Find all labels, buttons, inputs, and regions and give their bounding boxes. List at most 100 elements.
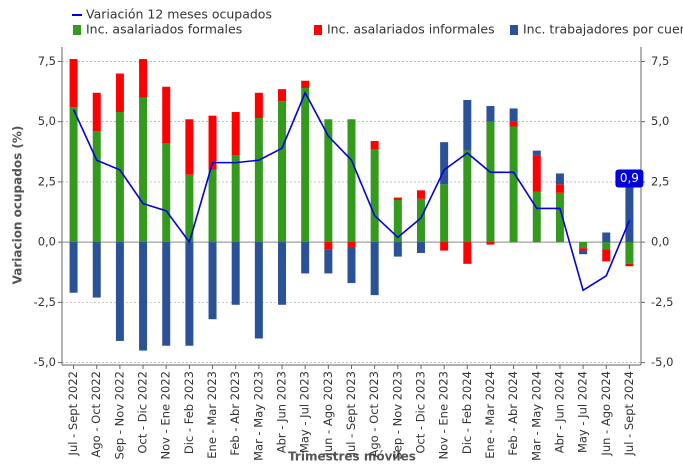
bar — [115, 73, 124, 113]
x-tick-label: Ago - Oct 2023 — [367, 371, 381, 457]
bar — [625, 171, 634, 243]
y-tick-label: 0,0 — [38, 235, 56, 249]
x-tick-label: Sep - Nov 2023 — [390, 371, 404, 460]
bar — [278, 242, 287, 305]
bar — [509, 108, 518, 122]
bar — [162, 86, 171, 144]
y2-tick-label: -2,5 — [651, 295, 673, 309]
bar — [463, 150, 472, 243]
bar — [208, 242, 217, 320]
bar — [602, 232, 611, 243]
bar — [115, 112, 124, 243]
bar — [393, 242, 402, 257]
bar — [370, 140, 379, 150]
bar — [231, 242, 240, 305]
bar — [92, 92, 101, 132]
bar — [625, 263, 634, 267]
bar — [602, 242, 611, 250]
bar — [393, 197, 402, 200]
bar — [463, 100, 472, 151]
x-tick-label: Dic - Feb 2024 — [460, 371, 474, 454]
bar — [301, 87, 310, 243]
x-tick-label: Jul - Sept 2023 — [344, 371, 358, 456]
x-tick-label: Sep - Nov 2022 — [112, 371, 126, 460]
x-tick-label: Jun - Ago 2024 — [599, 371, 613, 457]
bar — [324, 119, 333, 243]
bar — [139, 59, 148, 98]
bar — [555, 192, 564, 243]
bar — [416, 190, 425, 199]
bar — [278, 89, 287, 102]
x-tick-label: Dic - Feb 2023 — [182, 371, 196, 454]
legend-swatch — [73, 25, 81, 35]
bar — [555, 173, 564, 185]
line — [72, 90, 631, 292]
bar — [115, 242, 124, 341]
y2-tick-label: 2,5 — [651, 174, 669, 188]
x-tick-label: May - Jul 2024 — [576, 371, 590, 453]
x-tick-label: Abr - Jun 2023 — [275, 371, 289, 453]
x-tick-label: Abr - Jun 2024 — [552, 371, 566, 453]
bar — [301, 242, 310, 274]
y-tick-label: 7,5 — [38, 54, 56, 68]
bar — [440, 184, 449, 243]
x-tick-label: Mar - May 2023 — [251, 371, 265, 461]
bar — [440, 142, 449, 185]
bar — [509, 121, 518, 127]
bar — [370, 242, 379, 296]
y2-tick-label: 0,0 — [651, 235, 669, 249]
x-tick-label: Ene - Mar 2024 — [483, 371, 497, 459]
bar — [555, 184, 564, 193]
x-tick-label: Oct - Dic 2023 — [413, 371, 427, 454]
bar — [324, 249, 333, 274]
bar — [301, 80, 310, 88]
bar — [69, 107, 78, 243]
bar — [532, 191, 541, 243]
bar — [139, 97, 148, 243]
bar — [370, 149, 379, 243]
value-label-box — [615, 169, 644, 188]
y-tick-label: -5,0 — [34, 355, 56, 369]
bar — [92, 242, 101, 298]
bar — [139, 242, 148, 351]
x-tick-label: Ene - Mar 2023 — [205, 371, 219, 459]
legend-swatch — [314, 25, 322, 35]
x-tick-label: Mar - May 2024 — [529, 371, 543, 461]
bar — [416, 242, 425, 253]
bar — [440, 242, 449, 251]
bar — [486, 121, 495, 243]
x-tick-label: Nov - Ene 2022 — [159, 371, 173, 459]
y-tick-label: 2,5 — [38, 174, 56, 188]
bar — [393, 199, 402, 243]
bar — [579, 248, 588, 251]
bar — [162, 143, 171, 243]
x-tick-label: Feb - Abr 2024 — [506, 371, 520, 456]
x-tick-label: Feb - Abr 2023 — [228, 371, 242, 456]
bar — [532, 155, 541, 192]
y-axis-label: Variacion ocupados (%) — [11, 126, 25, 285]
bar — [208, 115, 217, 170]
bar — [208, 169, 217, 243]
bar — [278, 101, 287, 243]
bar — [602, 249, 611, 262]
x-tick-label: Jun - Ago 2023 — [321, 371, 335, 457]
x-axis-label: Trimestres móviles — [288, 450, 416, 464]
x-tick-label: May - Jul 2023 — [298, 371, 312, 453]
bar — [579, 250, 588, 255]
bar — [625, 242, 634, 264]
bar — [532, 150, 541, 156]
bar — [185, 119, 194, 175]
bar — [185, 174, 194, 243]
bar — [92, 131, 101, 243]
bar — [347, 246, 356, 284]
bar — [463, 242, 472, 264]
x-tick-label: Oct - Dic 2022 — [136, 371, 150, 454]
bar — [347, 242, 356, 247]
bar — [486, 242, 495, 245]
bar — [324, 242, 333, 250]
bar — [486, 106, 495, 122]
legend-label: Variación 12 meses ocupados — [86, 7, 272, 22]
legend-label: Inc. trabajadores por cuenta propia — [523, 22, 683, 37]
bar — [579, 242, 588, 249]
